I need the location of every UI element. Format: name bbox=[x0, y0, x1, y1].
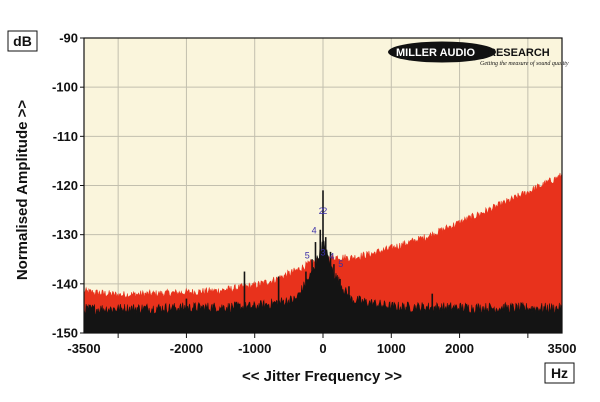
peak-marker: 4 bbox=[329, 251, 334, 261]
y-axis-title: Normalised Amplitude >> bbox=[14, 100, 31, 281]
x-tick-label: -1000 bbox=[238, 341, 271, 356]
y-unit-box: dB bbox=[7, 30, 38, 52]
y-tick-label: -140 bbox=[52, 276, 78, 291]
peak-marker: 5 bbox=[338, 259, 343, 269]
peak-marker: 5 bbox=[305, 250, 310, 260]
chart-logo: MILLER AUDIO RESEARCH Getting the measur… bbox=[388, 41, 569, 67]
y-tick-label: -100 bbox=[52, 80, 78, 95]
logo-text-a: MILLER AUDIO bbox=[396, 47, 475, 59]
peak-marker: 2 bbox=[322, 206, 327, 216]
logo-tagline: Getting the measure of sound quality bbox=[480, 60, 569, 67]
y-tick-label: -150 bbox=[52, 326, 78, 341]
y-unit-frame bbox=[7, 30, 38, 52]
peak-marker: 3 bbox=[320, 247, 325, 257]
x-tick-label: -2000 bbox=[170, 341, 203, 356]
peak-marker: 2 bbox=[319, 206, 324, 216]
y-tick-label: -130 bbox=[52, 227, 78, 242]
logo-ellipse bbox=[388, 41, 496, 63]
x-unit-box: Hz bbox=[544, 362, 575, 384]
x-tick-label: 2000 bbox=[445, 341, 474, 356]
x-tick-label: 3500 bbox=[548, 341, 577, 356]
y-tick-label: -110 bbox=[53, 129, 78, 144]
peak-marker: 4 bbox=[312, 226, 317, 236]
y-tick-label: -90 bbox=[59, 31, 78, 46]
y-tick-label: -120 bbox=[52, 178, 78, 193]
y-unit-label: dB bbox=[13, 33, 32, 49]
x-tick-label: -3500 bbox=[67, 341, 100, 356]
x-tick-label: 1000 bbox=[377, 341, 406, 356]
logo-text-b: RESEARCH bbox=[488, 47, 550, 59]
x-unit-label: Hz bbox=[551, 365, 568, 381]
x-unit-frame bbox=[544, 362, 575, 384]
x-tick-label: 0 bbox=[319, 341, 326, 356]
x-axis-title: << Jitter Frequency >> bbox=[242, 368, 402, 385]
